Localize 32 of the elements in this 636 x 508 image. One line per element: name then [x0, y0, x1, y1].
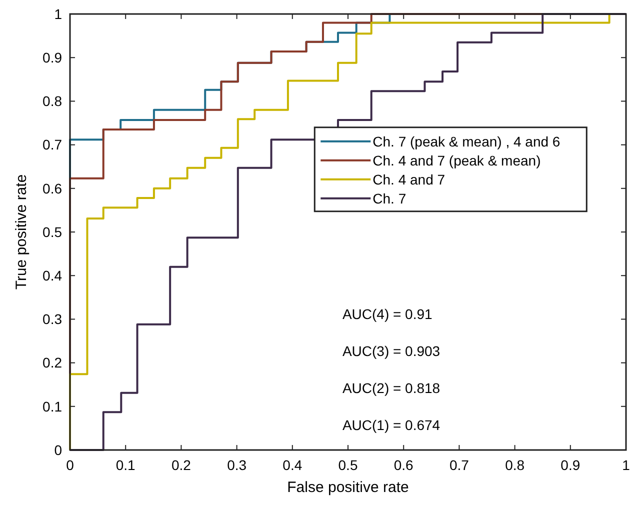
x-tick-label: 0.3 [227, 457, 247, 473]
annotation: AUC(1) = 0.674 [342, 417, 440, 434]
legend-label: Ch. 4 and 7 [372, 171, 446, 188]
y-tick-label: 0.7 [42, 136, 62, 153]
x-tick-label: 0.4 [282, 457, 302, 473]
y-axis-title: True positive rate [13, 174, 30, 290]
legend-label: Ch. 7 (peak & mean) , 4 and 6 [372, 133, 560, 150]
x-tick-label: 0.9 [560, 457, 580, 473]
y-tick-label: 0.3 [42, 311, 62, 328]
y-tick-label: 0.4 [42, 268, 62, 284]
x-tick-label: 0.6 [394, 457, 414, 473]
y-tick-label: 0.2 [42, 354, 62, 371]
x-tick-label: 0.2 [171, 457, 192, 473]
annotation: AUC(2) = 0.818 [342, 380, 440, 396]
y-tick-label: 0.6 [42, 180, 62, 196]
annotation: AUC(3) = 0.903 [342, 343, 440, 360]
y-tick-label: 0.9 [42, 50, 62, 66]
x-axis-title: False positive rate [287, 479, 409, 496]
y-tick-label: 0.1 [42, 398, 62, 414]
x-tick-label: 1 [622, 457, 630, 473]
y-tick-label: 1 [54, 6, 62, 22]
x-tick-label: 0 [66, 457, 74, 473]
x-tick-label: 0.1 [116, 457, 136, 473]
legend-label: Ch. 7 [372, 190, 406, 206]
y-tick-label: 0.5 [42, 224, 62, 240]
legend-label: Ch. 4 and 7 (peak & mean) [372, 152, 541, 168]
y-tick-label: 0 [54, 442, 62, 458]
x-tick-label: 0.8 [505, 457, 525, 473]
y-tick-label: 0.8 [42, 93, 62, 110]
x-tick-label: 0.5 [338, 457, 358, 473]
annotation: AUC(4) = 0.91 [342, 306, 433, 322]
x-tick-label: 0.7 [449, 457, 470, 473]
